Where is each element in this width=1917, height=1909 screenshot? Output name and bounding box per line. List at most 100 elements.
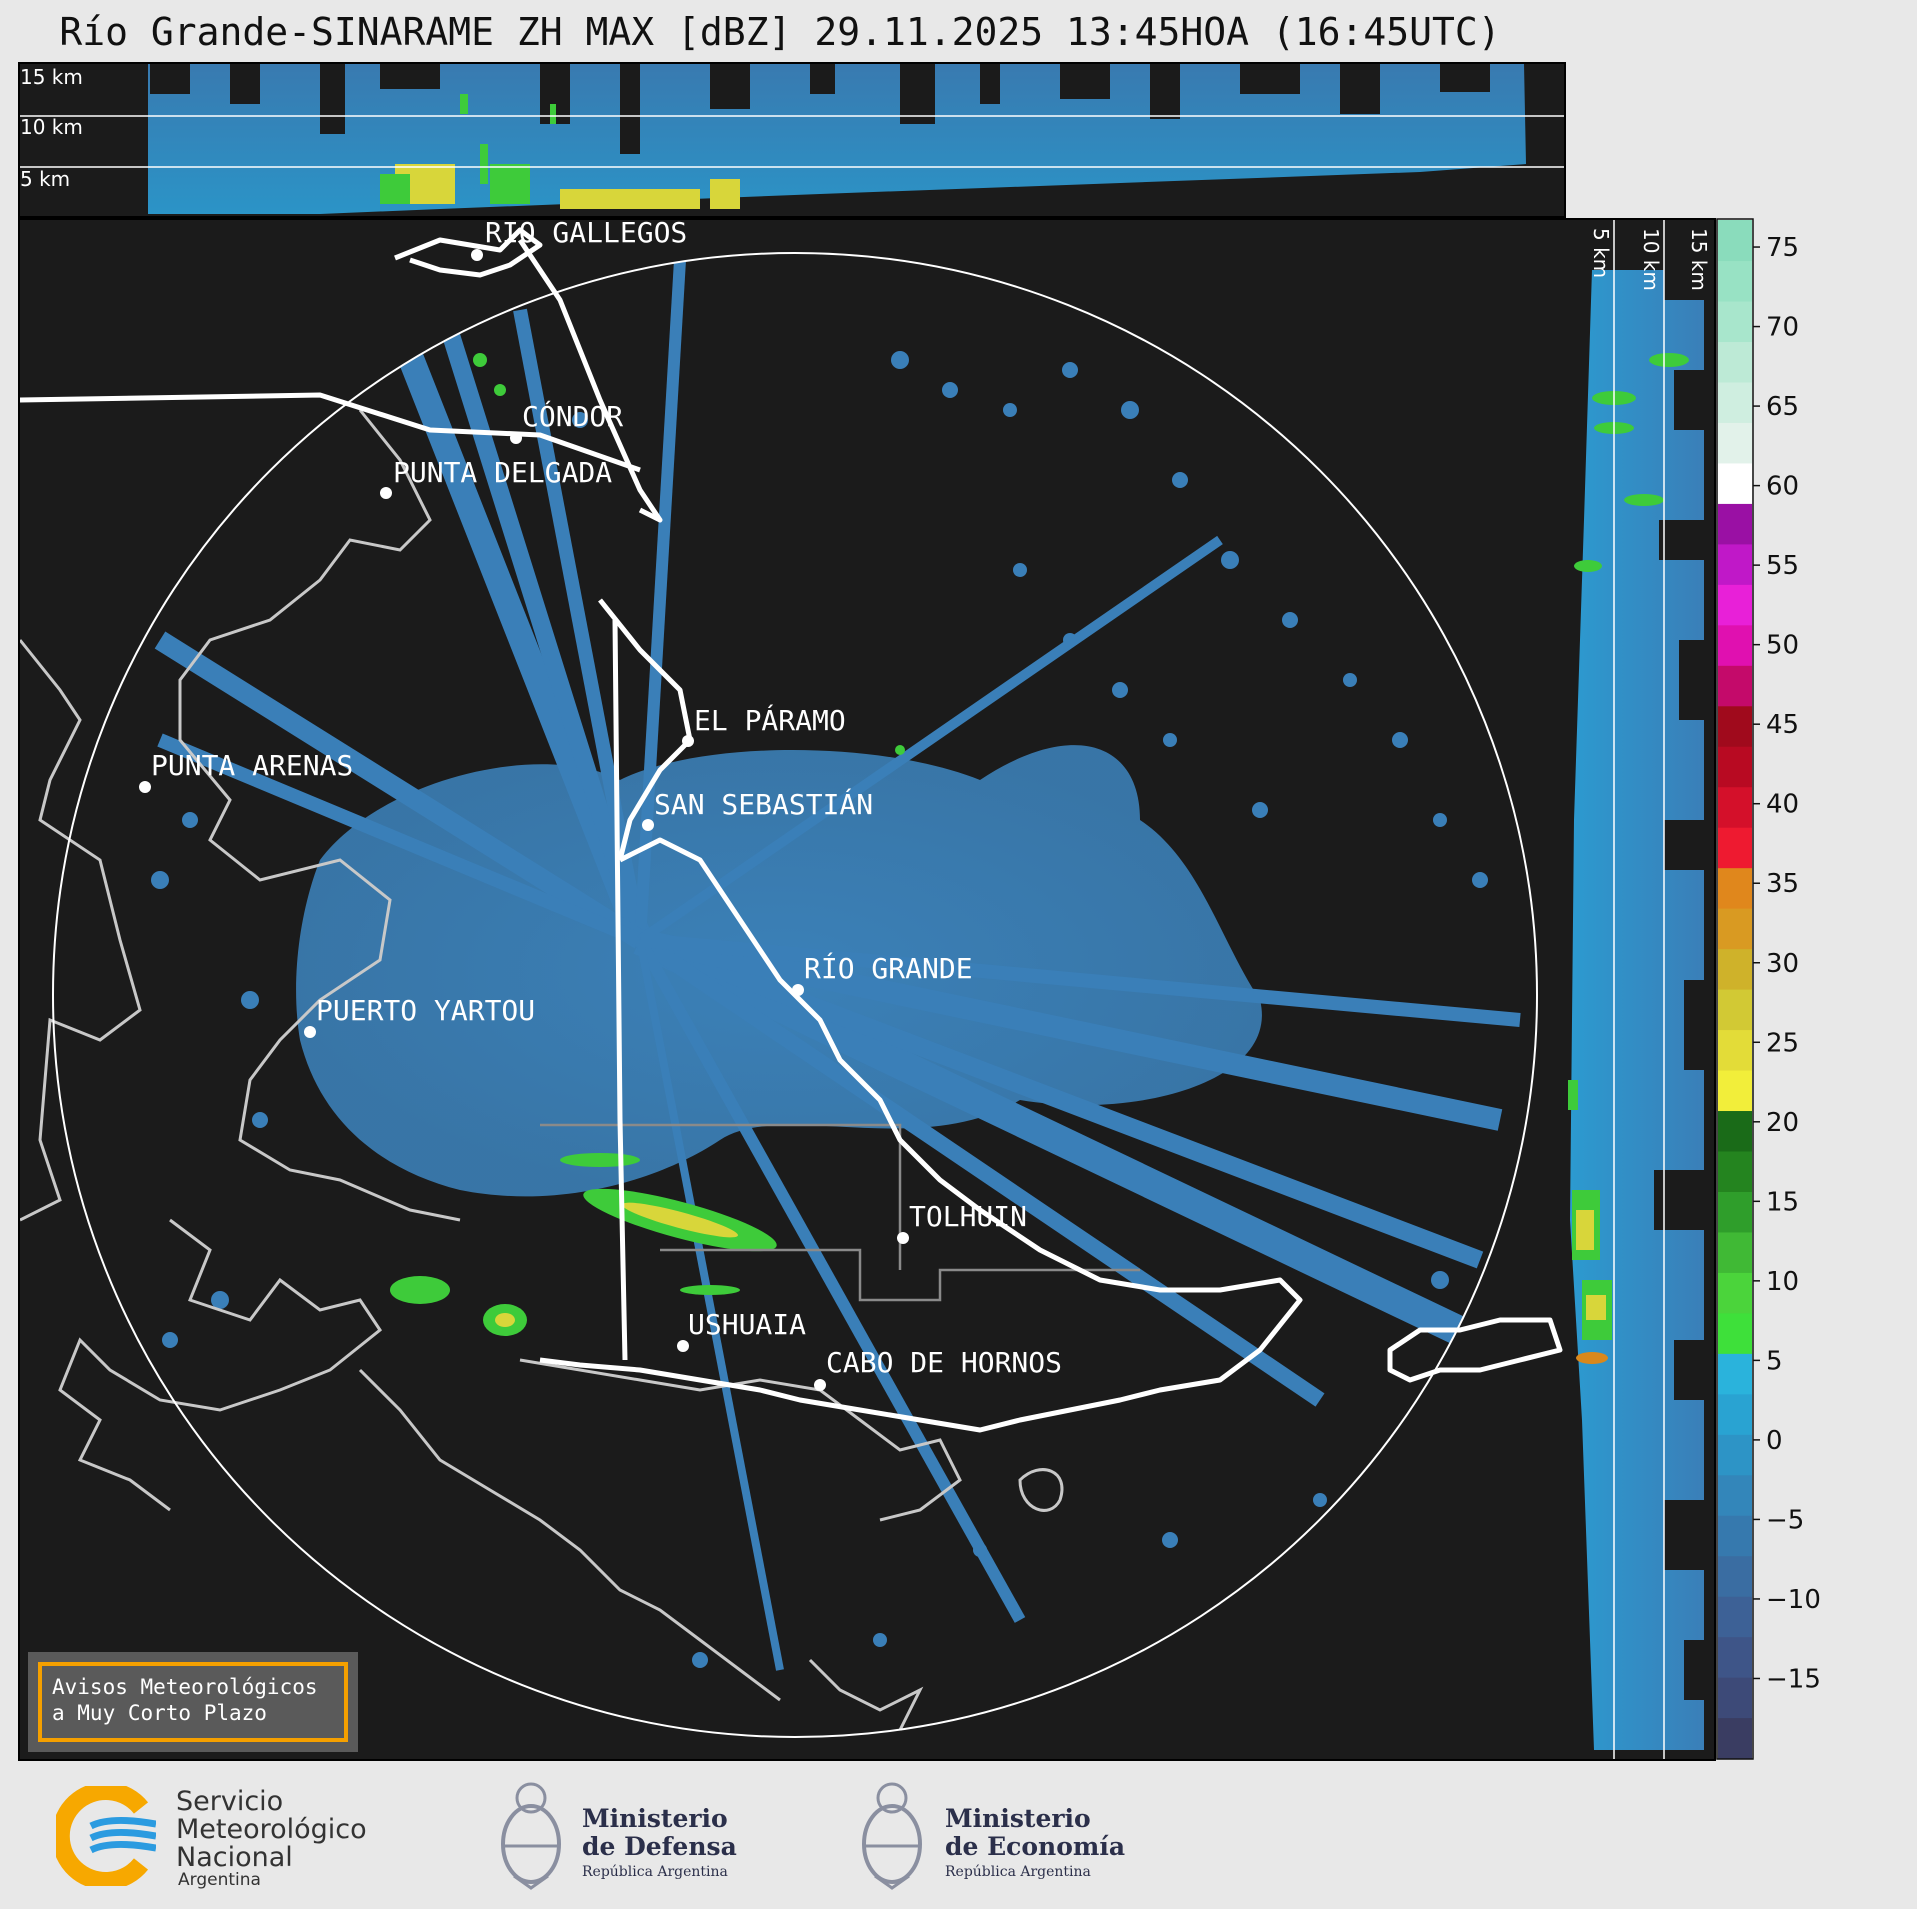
- colorbar-step: [1718, 1717, 1752, 1759]
- range-ring: [52, 252, 1538, 1738]
- colorbar-step: [1718, 1150, 1752, 1192]
- notice-line-1: Avisos Meteorológicos: [52, 1675, 318, 1699]
- coast-islands-southeast: [808, 1658, 924, 1731]
- colorbar-steps: [1718, 220, 1752, 1759]
- city-markers: [139, 249, 909, 1391]
- top-15km-label: 15 km: [20, 65, 83, 89]
- top-height-profile: 15 km 10 km 5 km: [18, 62, 1566, 218]
- colorbar-frame: [1716, 218, 1754, 1760]
- defensa-line-2: de Defensa: [582, 1832, 737, 1861]
- staten-island: [1387, 1317, 1563, 1383]
- colorbar-step: [1718, 422, 1752, 464]
- top-profile-cells: [380, 94, 740, 209]
- colorbar: 75 70 65 60 55 50 45 40 35 30 25 20 15 10 5 0 −5 −10 −15: [1716, 218, 1916, 1761]
- colorbar-step: [1718, 1272, 1752, 1314]
- notice-box: Avisos Meteorológicos a Muy Corto Plazo: [28, 1652, 358, 1752]
- colorbar-step: [1718, 705, 1752, 747]
- colorbar-step: [1718, 584, 1752, 626]
- city-label-rio-gallegos: RÍO GALLEGOS: [485, 220, 687, 249]
- colorbar-tick-label: 65: [1766, 392, 1799, 422]
- city-label-condor: CÓNDOR: [522, 399, 623, 433]
- colorbar-step: [1718, 827, 1752, 869]
- economia-line-1: Ministerio: [945, 1804, 1091, 1833]
- side-10km-label: 10 km: [1639, 228, 1663, 291]
- colorbar-step: [1718, 503, 1752, 545]
- city-labels: RÍO GALLEGOS CÓNDOR PUNTA DELGADA EL PÁR…: [151, 220, 1062, 1379]
- city-dot-cabo-de-hornos: [814, 1379, 826, 1391]
- argentina-chile-border-north: [517, 238, 663, 523]
- economia-logo: Ministerio de Economía República Argenti…: [855, 1776, 1135, 1896]
- echo-scattered-cells: [151, 351, 1488, 1668]
- rio-gallegos-coast: [394, 227, 543, 278]
- smn-line-1: Servicio: [176, 1786, 284, 1817]
- colorbar-step: [1718, 1596, 1752, 1638]
- colorbar-tick-label: 5: [1766, 1346, 1783, 1376]
- border-north-line: [20, 392, 641, 473]
- colorbar-step: [1718, 1677, 1752, 1719]
- defensa-line-3: República Argentina: [582, 1864, 728, 1880]
- colorbar-step: [1718, 1393, 1752, 1435]
- colorbar-step: [1718, 867, 1752, 909]
- echo-radial-streaks: [154, 259, 1527, 1671]
- side-height-profile: 5 km 10 km 15 km: [1564, 218, 1716, 1761]
- side-15km-label: 15 km: [1687, 228, 1711, 291]
- argentina-chile-border-tdf: [612, 619, 628, 1361]
- coast-west-mainland: [20, 639, 142, 1222]
- city-dot-punta-arenas: [139, 781, 151, 793]
- colorbar-tick-label: −10: [1766, 1585, 1821, 1615]
- colorbar-tick-label: −15: [1766, 1664, 1821, 1694]
- city-label-punta-arenas: PUNTA ARENAS: [151, 749, 353, 782]
- chart-title: Río Grande-SINARAME ZH MAX [dBZ] 29.11.2…: [59, 10, 1501, 54]
- smn-line-2: Meteorológico: [176, 1814, 367, 1845]
- colorbar-step: [1718, 908, 1752, 950]
- city-label-cabo-de-hornos: CABO DE HORNOS: [826, 1346, 1062, 1379]
- city-dot-tolhuin: [897, 1232, 909, 1244]
- colorbar-step: [1718, 1069, 1752, 1112]
- colorbar-step: [1718, 665, 1752, 707]
- economia-line-3: República Argentina: [945, 1864, 1091, 1880]
- colorbar-tick-label: 15: [1766, 1187, 1799, 1217]
- radar-map-svg: RÍO GALLEGOS CÓNDOR PUNTA DELGADA EL PÁR…: [20, 220, 1563, 1738]
- notice-inner: Avisos Meteorológicos a Muy Corto Plazo: [38, 1662, 348, 1742]
- colorbar-step: [1718, 1555, 1752, 1597]
- city-dot-san-sebastian: [642, 819, 654, 831]
- radar-echo-layer: [151, 259, 1527, 1671]
- colorbar-step: [1718, 624, 1752, 666]
- city-label-tolhuin: TOLHUIN: [909, 1200, 1027, 1233]
- coast-fjords-southwest: [58, 1218, 383, 1512]
- colorbar-step: [1718, 1231, 1752, 1273]
- coastline-layer: [20, 409, 1064, 1731]
- colorbar-tick-label: 50: [1766, 631, 1799, 661]
- colorbar-step: [1718, 1191, 1752, 1233]
- city-label-puerto-yartou: PUERTO YARTOU: [316, 994, 535, 1027]
- colorbar-tick-label: −5: [1766, 1505, 1804, 1535]
- side-profile-gaps: [1654, 270, 1704, 1700]
- colorbar-step: [1718, 543, 1752, 585]
- city-label-punta-delgada: PUNTA DELGADA: [393, 456, 612, 489]
- side-5km-label: 5 km: [1589, 228, 1613, 278]
- colorbar-tick-label: 55: [1766, 551, 1799, 581]
- echo-convective-cells: [390, 353, 905, 1336]
- colorbar-step: [1718, 260, 1752, 302]
- colorbar-tick-label: 10: [1766, 1267, 1799, 1297]
- colorbar-step: [1718, 1110, 1752, 1152]
- tierra-del-fuego-east-coast: [539, 837, 1303, 1433]
- colorbar-tick-label: 40: [1766, 790, 1799, 820]
- smn-line-4: Argentina: [178, 1870, 261, 1890]
- colorbar-tick-label: 30: [1766, 949, 1799, 979]
- economia-line-2: de Economía: [945, 1832, 1126, 1861]
- notice-line-2: a Muy Corto Plazo: [52, 1701, 267, 1725]
- colorbar-step: [1718, 746, 1752, 788]
- colorbar-step: [1718, 989, 1752, 1031]
- city-dot-rio-gallegos: [471, 249, 483, 261]
- colorbar-step: [1718, 220, 1752, 262]
- colorbar-step: [1718, 462, 1752, 504]
- colorbar-tick-label: 20: [1766, 1108, 1799, 1138]
- colorbar-tick-label: 70: [1766, 313, 1799, 343]
- side-profile-cells: [1568, 353, 1689, 1364]
- defensa-line-1: Ministerio: [582, 1804, 728, 1833]
- colorbar-step: [1718, 1434, 1752, 1476]
- economia-shield-icon: [862, 1782, 922, 1890]
- city-dot-condor: [510, 432, 522, 444]
